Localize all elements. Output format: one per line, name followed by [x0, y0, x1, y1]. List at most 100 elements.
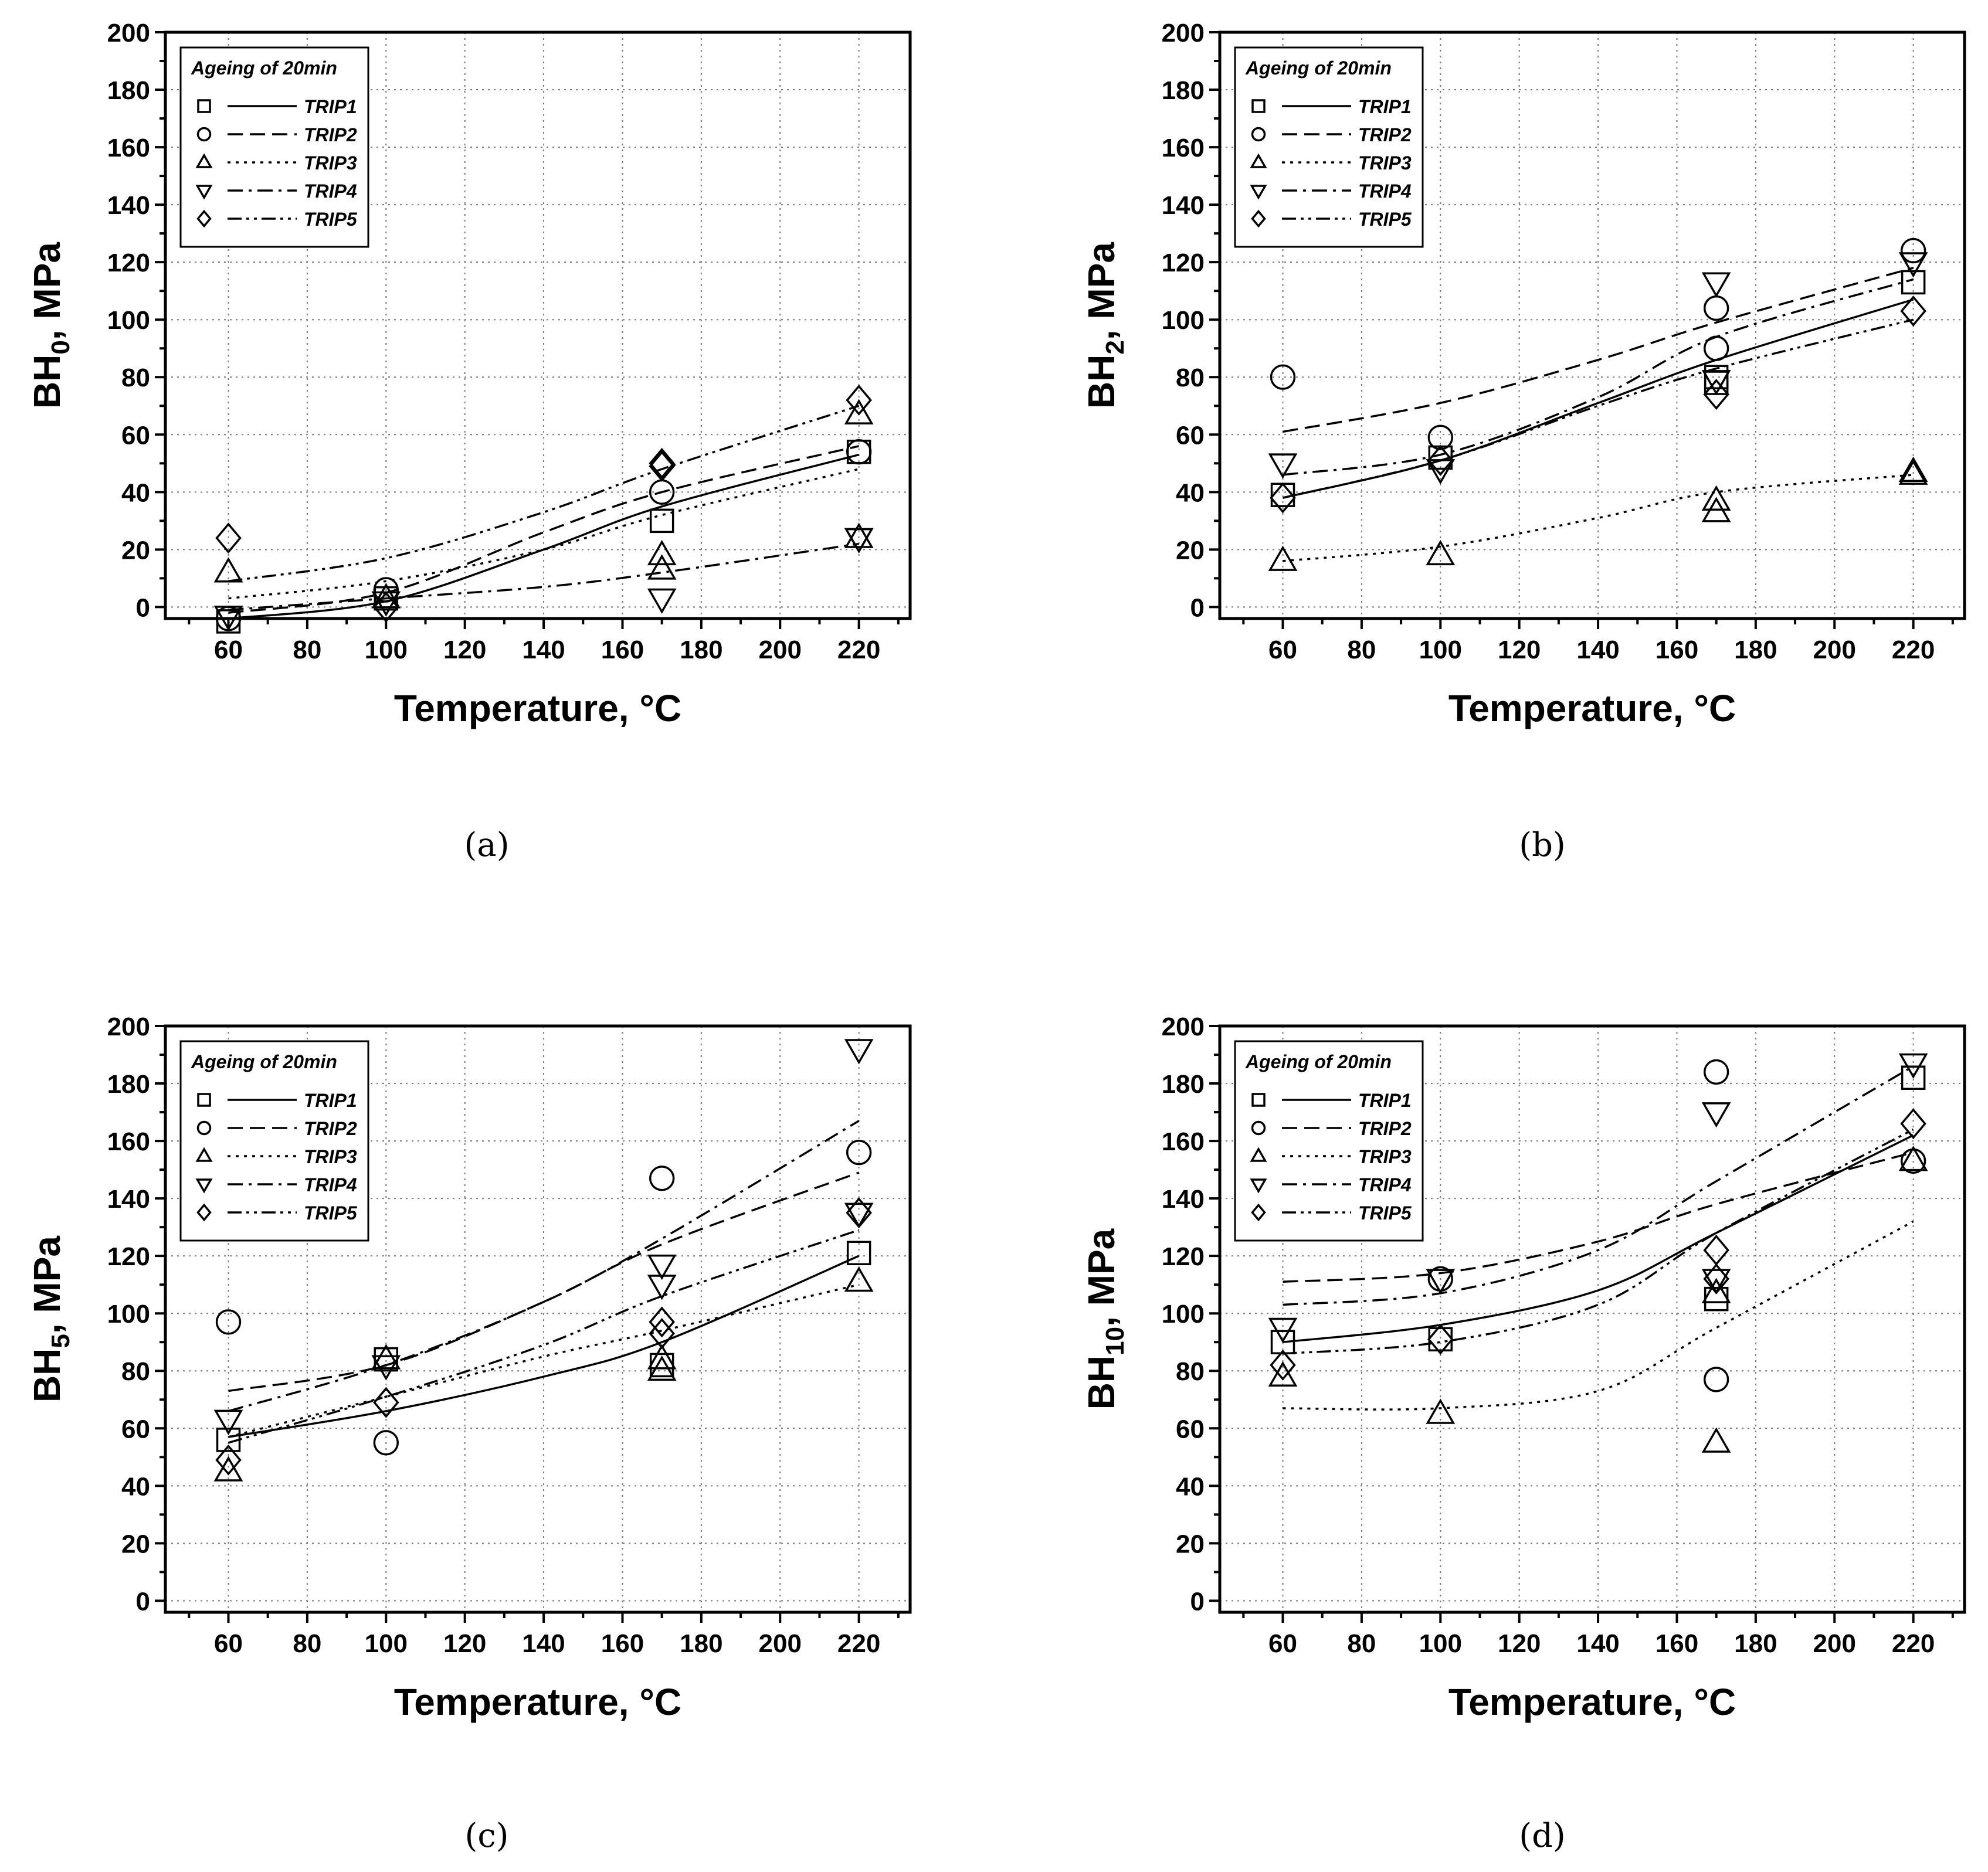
- legend-label-trip5: TRIP5: [304, 1202, 358, 1224]
- y-tick-label: 200: [1162, 1013, 1205, 1041]
- y-tick-label: 80: [121, 1357, 150, 1386]
- data-point-trip3: [1898, 459, 1928, 485]
- plot-frame: [1218, 30, 1966, 620]
- legend-label-trip2: TRIP2: [1358, 124, 1412, 145]
- data-point-trip3: [647, 554, 677, 580]
- data-point-trip2: [373, 577, 399, 603]
- fit-line-trip1: [228, 453, 860, 620]
- data-point-trip4: [1426, 459, 1456, 485]
- fit-line-trip1: [1283, 1134, 1914, 1343]
- legend-label-trip5: TRIP5: [304, 209, 358, 230]
- legend-label-trip4: TRIP4: [304, 181, 357, 202]
- fit-line-trip2: [228, 1171, 860, 1392]
- data-point-trip3: [1701, 1278, 1731, 1303]
- data-point-trip3: [371, 583, 401, 609]
- legend-label-trip1: TRIP1: [304, 1090, 357, 1111]
- y-tick-label: 140: [107, 191, 150, 220]
- y-axis-title-main: BH: [26, 355, 68, 409]
- data-point-trip3: [1898, 1146, 1928, 1171]
- legend-label-trip4: TRIP4: [304, 1174, 357, 1195]
- y-tick-label: 140: [107, 1185, 150, 1214]
- data-point-trip5: [1703, 379, 1729, 410]
- data-point-trip1: [1901, 270, 1926, 295]
- legend-marker-trip4: [1250, 185, 1267, 200]
- y-tick-label: 120: [107, 1242, 150, 1271]
- x-tick-label: 180: [1734, 1629, 1777, 1658]
- y-tick-label: 180: [107, 76, 150, 105]
- y-tick-label: 0: [1190, 1587, 1205, 1616]
- x-tick-label: 220: [1892, 1629, 1935, 1658]
- x-tick-label: 60: [214, 636, 243, 664]
- data-point-trip4: [844, 1039, 874, 1065]
- fit-line-trip1: [228, 1255, 860, 1438]
- fit-line-trip5: [1283, 318, 1914, 499]
- y-axis-title-main: BH: [1080, 355, 1122, 409]
- x-tick-label: 120: [443, 1629, 486, 1658]
- y-tick-label: 100: [1162, 1300, 1205, 1329]
- legend-label-trip4: TRIP4: [1358, 181, 1412, 202]
- legend-label-trip4: TRIP4: [1358, 1174, 1412, 1195]
- data-point-trip2: [1703, 1059, 1729, 1085]
- y-tick-label: 100: [107, 1300, 150, 1329]
- data-point-trip4: [1701, 1102, 1731, 1128]
- chart-panel-d: 60 80 100 120 140 160 180 200 220 0 20 40 60 80 100 120…: [1080, 1013, 1966, 1855]
- x-tick-label: 100: [365, 1629, 408, 1658]
- legend-label-trip1: TRIP1: [304, 96, 357, 117]
- x-tick-label: 180: [680, 1629, 722, 1658]
- x-tick-label: 100: [365, 636, 408, 664]
- legend-marker-trip5: [196, 209, 212, 228]
- data-point-trip3: [1701, 1427, 1731, 1453]
- legend-label-trip3: TRIP3: [304, 1146, 357, 1167]
- x-axis-title: Temperature, °C: [394, 687, 681, 729]
- data-point-trip3: [844, 522, 874, 548]
- y-tick-label: 200: [107, 1013, 150, 1041]
- legend-marker-trip1: [197, 1093, 211, 1107]
- y-tick-label: 160: [1162, 1127, 1205, 1156]
- data-point-trip5: [1900, 295, 1926, 327]
- data-point-trip5: [1900, 1108, 1926, 1140]
- y-tick-label: 120: [1162, 1242, 1205, 1271]
- legend-label-trip1: TRIP1: [1358, 96, 1412, 117]
- legend-label-trip3: TRIP3: [1358, 152, 1412, 174]
- y-axis-title-sub: 5: [46, 1334, 75, 1348]
- y-tick-label: 40: [121, 1472, 150, 1501]
- fit-line-trip3: [228, 1283, 860, 1438]
- data-point-trip4: [647, 1254, 677, 1280]
- x-tick-label: 220: [837, 636, 880, 664]
- y-axis-title: BH0, MPa: [26, 242, 75, 409]
- legend-label-trip5: TRIP5: [1358, 209, 1412, 230]
- y-tick-label: 140: [1162, 1185, 1205, 1214]
- y-tick-label: 20: [121, 1530, 150, 1558]
- y-tick-label: 180: [1162, 76, 1205, 105]
- legend-marker-trip2: [196, 127, 212, 142]
- y-axis-title-tail: , MPa: [26, 242, 68, 341]
- x-tick-label: 140: [522, 1629, 565, 1658]
- y-tick-label: 40: [121, 478, 150, 507]
- x-tick-label: 100: [1419, 636, 1462, 664]
- data-point-trip1: [846, 1241, 871, 1266]
- panel-caption: (b): [1519, 826, 1566, 864]
- legend-marker-trip1: [1251, 99, 1266, 113]
- fit-line-trip2: [228, 445, 860, 614]
- data-point-trip3: [1426, 539, 1456, 566]
- data-point-trip5: [1270, 482, 1296, 514]
- data-point-trip5: [373, 591, 399, 623]
- y-axis-title-main: BH: [26, 1348, 68, 1402]
- panel-caption: (d): [1519, 1817, 1566, 1855]
- fit-line-trip4: [228, 1120, 860, 1412]
- legend-marker-trip2: [1251, 1120, 1266, 1136]
- data-point-trip3: [647, 1344, 677, 1370]
- x-tick-label: 180: [1734, 636, 1777, 664]
- data-point-trip4: [1426, 1269, 1456, 1295]
- x-tick-label: 100: [1419, 1629, 1462, 1658]
- fit-line-trip3: [1283, 474, 1914, 562]
- data-point-trip3: [647, 539, 677, 566]
- x-tick-label: 140: [1576, 1629, 1619, 1658]
- data-point-trip3: [213, 557, 243, 583]
- legend-title: Ageing of 20min: [1245, 57, 1392, 79]
- x-axis-title: Temperature, °C: [1448, 687, 1736, 729]
- legend-label-trip5: TRIP5: [1358, 1202, 1412, 1224]
- y-tick-label: 180: [107, 1070, 150, 1099]
- fit-line-trip5: [228, 1229, 860, 1444]
- y-tick-label: 60: [1176, 1415, 1205, 1443]
